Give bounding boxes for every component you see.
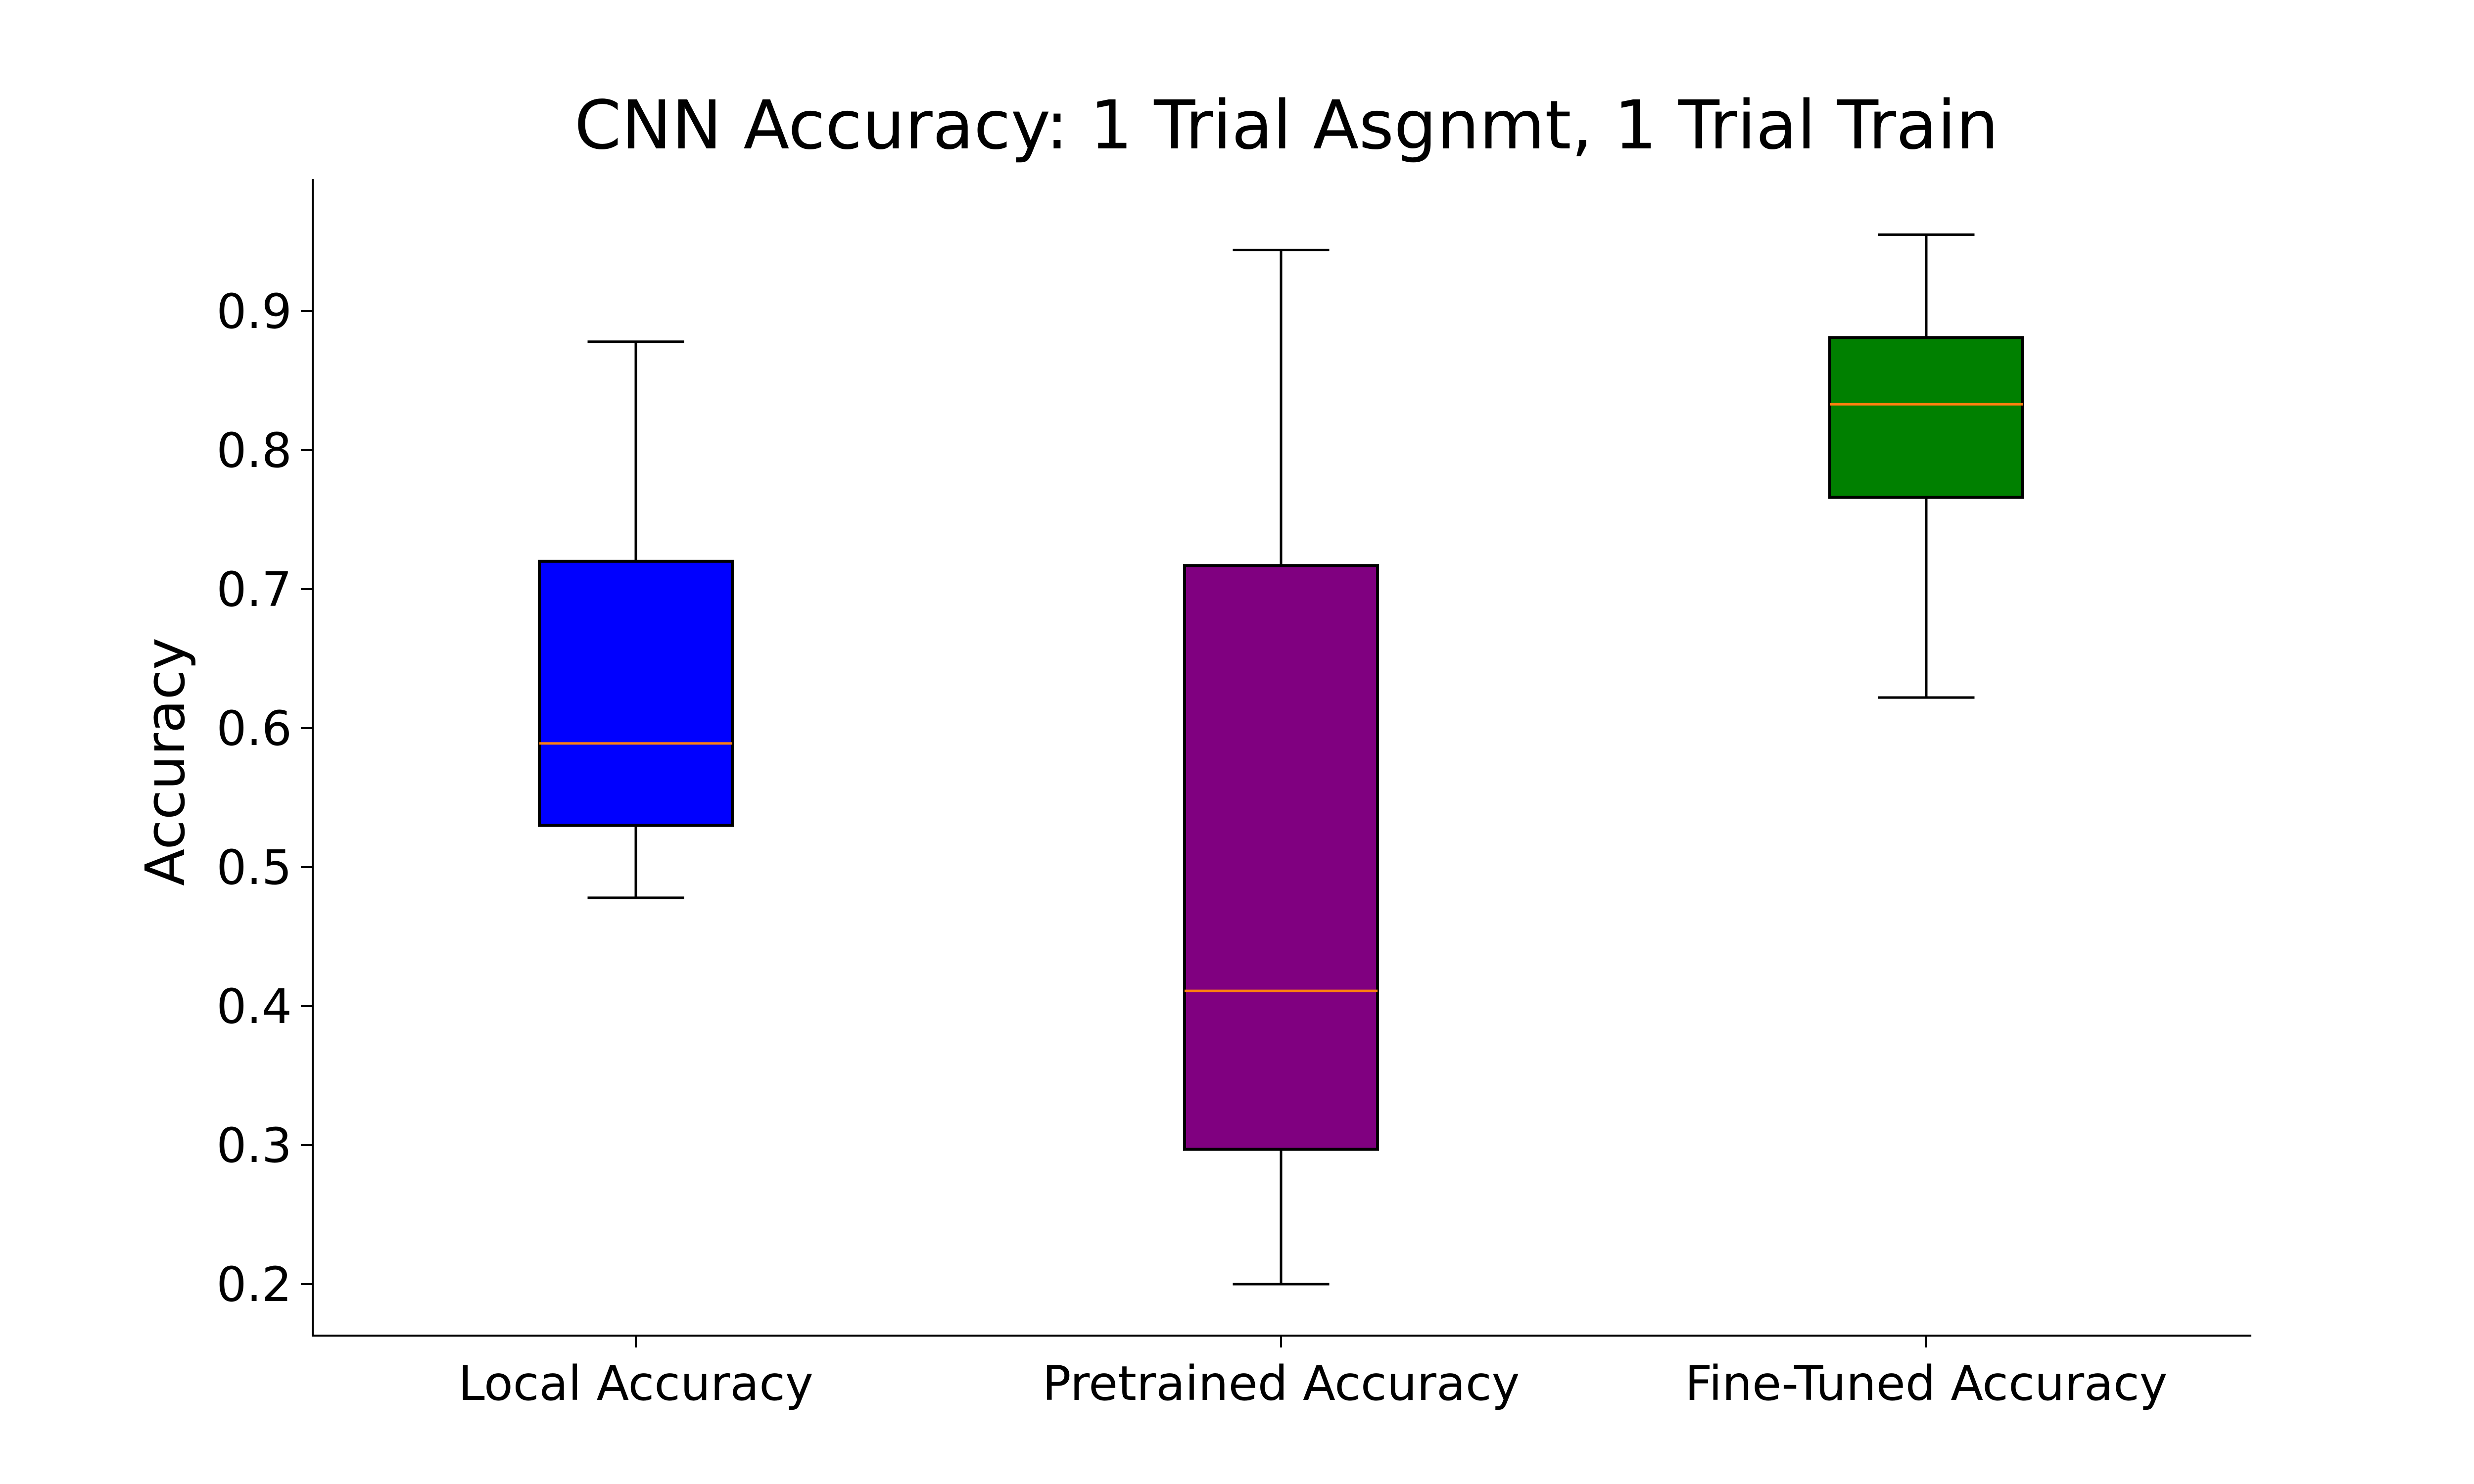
box-1 — [538, 559, 734, 827]
x-tick-label: Pretrained Accuracy — [1043, 1356, 1520, 1411]
y-tick-label: 0.8 — [216, 423, 292, 478]
x-tick-label: Fine-Tuned Accuracy — [1685, 1356, 2167, 1411]
chart-title: CNN Accuracy: 1 Trial Asgnmt, 1 Trial Tr… — [574, 87, 1999, 165]
x-tick-label: Local Accuracy — [458, 1356, 813, 1411]
y-tick-label: 0.3 — [216, 1118, 292, 1173]
box-2 — [1183, 564, 1379, 1151]
y-tick-label: 0.6 — [216, 701, 292, 756]
y-tick-label: 0.7 — [216, 562, 292, 617]
plot-area: 0.2 0.3 0.4 0.5 0.6 0.7 0.8 0.9 Local Accuracy Pr… — [216, 233, 2168, 1411]
y-tick-label: 0.9 — [216, 284, 292, 339]
y-tick-label: 0.5 — [216, 840, 292, 895]
y-tick-label: 0.2 — [216, 1257, 292, 1312]
y-tick-label: 0.4 — [216, 979, 292, 1034]
y-axis-label: Accuracy — [134, 638, 197, 886]
box-3 — [1828, 336, 2024, 499]
